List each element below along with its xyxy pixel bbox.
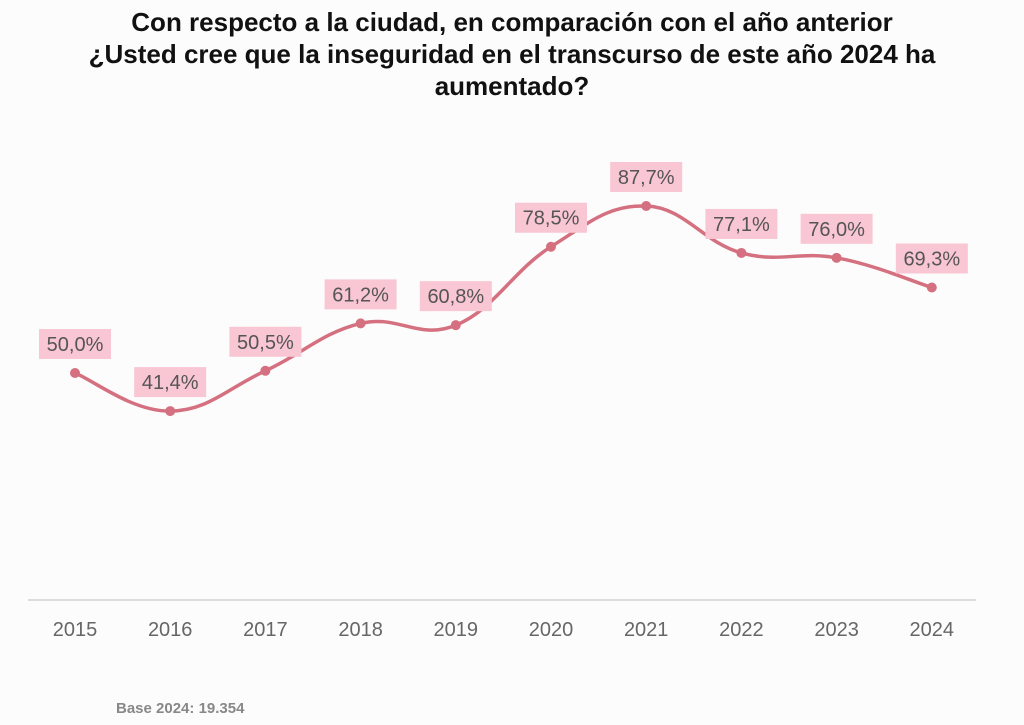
data-label-2024: 69,3% [895,243,968,274]
data-label-2015: 50,0% [39,329,111,359]
data-label-text: 41,4% [142,372,199,394]
x-tick-2021: 2021 [624,619,669,641]
data-point-2020 [546,241,556,252]
x-tick-2023: 2023 [814,619,859,641]
data-label-text: 77,1% [713,214,770,236]
data-label-bg [895,243,968,274]
data-label-bg [515,202,587,233]
data-point-2021 [641,200,652,211]
base-value: 19.354 [198,700,245,717]
base-label: Base 2024: [116,700,195,717]
data-label-2021: 87,7% [610,161,683,192]
data-label-text: 60,8% [427,286,484,308]
data-label-bg [610,161,683,192]
x-tick-2016: 2016 [148,619,193,641]
data-point-2023 [831,252,842,263]
chart-title-line-3: aumentado? [434,71,590,101]
x-tick-2017: 2017 [243,619,288,641]
data-label-text: 50,5% [237,332,294,354]
x-tick-2015: 2015 [53,619,98,641]
x-tick-2018: 2018 [338,619,383,641]
x-tick-2024: 2024 [910,619,955,641]
data-label-2019: 60,8% [419,281,492,312]
chart-title-line-2: ¿Usted cree que la inseguridad en el tra… [88,39,936,69]
data-label-bg [800,213,873,244]
data-point-2019 [450,320,461,331]
data-label-2018: 61,2% [324,279,397,310]
x-tick-2020: 2020 [529,619,574,641]
data-label-2023: 76,0% [800,213,873,244]
data-label-2020: 78,5% [515,202,587,233]
data-label-text: 61,2% [332,284,389,306]
data-label-text: 69,3% [903,249,960,271]
data-label-bg [229,326,302,357]
data-label-bg [134,367,207,398]
data-point-2017 [260,365,271,376]
data-label-bg [705,208,778,239]
x-tick-2019: 2019 [434,619,479,641]
data-label-text: 50,0% [47,334,104,356]
data-point-2015 [70,368,80,378]
data-point-2018 [355,318,366,329]
data-label-2017: 50,5% [229,326,302,357]
data-point-2024 [926,282,937,293]
data-label-bg [39,329,111,359]
x-tick-labels: 2015 2016 2017 2018 2019 2020 2021 2022 2023 2024 [53,619,954,641]
data-labels: 50,0% 41,4% 50,5% 61,2% 60,8% 78,5% 87,7% 77,1%… [39,161,968,398]
base-note: Base 2024: 19.354 [116,700,244,717]
data-label-bg [324,279,397,310]
data-label-bg [419,281,492,312]
chart-title: Con respecto a la ciudad, en comparación… [0,6,1024,102]
data-label-text: 76,0% [808,219,865,241]
data-point-2016 [165,406,176,417]
series-line [73,204,934,413]
chart-title-line-1: Con respecto a la ciudad, en comparación… [131,7,893,37]
data-label-2022: 77,1% [705,208,778,239]
data-points [70,200,937,417]
data-label-text: 78,5% [523,208,580,230]
x-tick-2022: 2022 [719,619,764,641]
data-label-text: 87,7% [618,167,675,189]
data-point-2022 [736,247,747,258]
data-label-2016: 41,4% [134,367,207,398]
